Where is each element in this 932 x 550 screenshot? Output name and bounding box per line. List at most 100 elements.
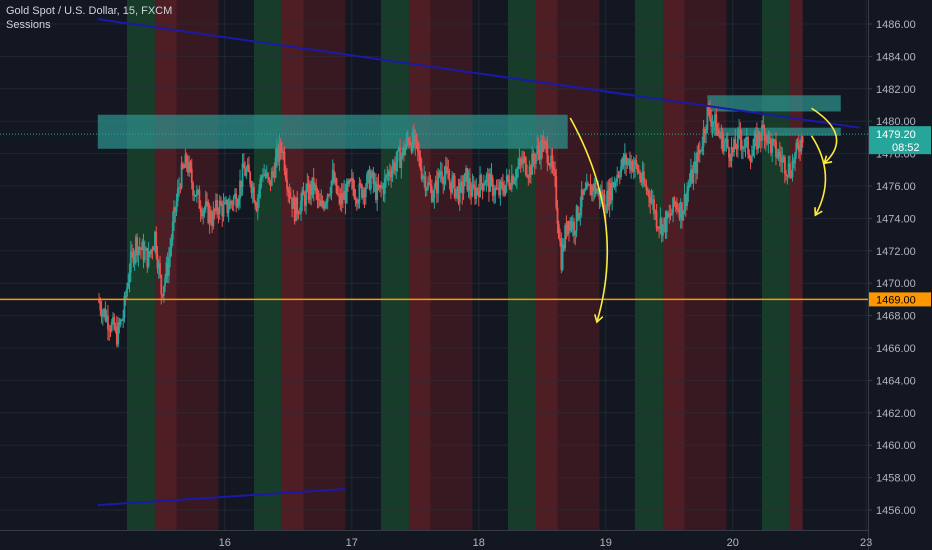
candle-body-283 [457, 186, 460, 203]
candle-body-281 [455, 189, 457, 198]
candle-body-453 [673, 197, 676, 205]
candle-body-547 [792, 160, 795, 164]
candle-body-292 [469, 178, 471, 192]
symbol-title[interactable]: Gold Spot / U.S. Dollar, 15, FXCM [6, 5, 173, 17]
candle-body-458 [679, 202, 682, 219]
candle-body-455 [676, 202, 678, 209]
candle-body-451 [670, 213, 673, 216]
candle-body-369 [566, 220, 569, 235]
candle-body-536 [778, 151, 781, 157]
candle-body-320 [504, 184, 507, 195]
candle-body-114 [242, 163, 245, 169]
resistance-zone-0[interactable] [97, 114, 568, 149]
candle-body-429 [642, 171, 645, 185]
candle-body-353 [546, 144, 549, 163]
candle-body-246 [410, 144, 413, 152]
candle-body-467 [691, 169, 694, 184]
candle-body-224 [382, 186, 385, 195]
candle-body-422 [634, 160, 636, 167]
candle-body-198 [349, 179, 352, 181]
candle-body-371 [569, 221, 572, 231]
candle-body-239 [401, 147, 404, 156]
candle-body-445 [663, 217, 666, 225]
candle-body-349 [541, 140, 544, 152]
session-band-15 [762, 0, 790, 530]
candle-body-510 [745, 137, 748, 140]
candle-body-24 [128, 272, 131, 283]
candle-body-53 [165, 262, 168, 279]
candle-body-530 [771, 140, 774, 153]
indicator-name[interactable]: Sessions [6, 19, 51, 31]
candle-body-164 [306, 183, 309, 190]
candle-body-233 [394, 162, 396, 171]
lower-trendline[interactable] [97, 487, 346, 507]
candle-body-299 [477, 190, 480, 198]
candle-body-117 [246, 164, 249, 171]
candle-body-375 [574, 231, 577, 236]
candle-body-250 [415, 134, 418, 141]
candle-body-508 [743, 146, 746, 148]
candle-body-181 [328, 194, 330, 196]
candle-body-313 [495, 187, 498, 189]
candle-body-123 [254, 201, 257, 206]
countdown-label: 08:52 [892, 142, 920, 154]
candle-body-247 [411, 131, 414, 152]
candle-body-108 [235, 193, 238, 208]
candle-body-8 [108, 329, 111, 331]
session-band-2 [176, 0, 219, 530]
candle-body-542 [786, 175, 789, 177]
candle-body-85 [206, 201, 208, 203]
candle-body-529 [769, 138, 772, 153]
candle-body-113 [241, 163, 244, 188]
candle-body-267 [437, 172, 440, 194]
down-arrow-0[interactable] [569, 117, 609, 323]
candle-body-10 [110, 322, 113, 331]
candle-body-276 [448, 179, 451, 183]
candle-body-388 [590, 185, 593, 196]
candle-body-6 [105, 315, 108, 321]
candle-body-495 [726, 138, 729, 148]
candle-body-38 [146, 248, 149, 267]
price-tick-label: 1462.00 [876, 408, 916, 420]
candle-body-359 [554, 169, 556, 177]
candle-body-520 [758, 131, 761, 140]
candle-body-234 [395, 162, 398, 171]
down-arrow-2[interactable] [810, 135, 827, 216]
candle-body-280 [453, 175, 456, 198]
candle-body-483 [711, 123, 714, 127]
candle-body-41 [150, 249, 153, 255]
candle-body-95 [218, 200, 221, 214]
candle-body-126 [258, 190, 260, 198]
candle-body-374 [573, 221, 575, 236]
candle-body-105 [231, 203, 234, 205]
candle-body-37 [145, 248, 147, 251]
candle-body-435 [650, 200, 653, 203]
candle-body-538 [781, 157, 784, 162]
time-tick-label: 19 [600, 537, 612, 549]
resistance-zone-1[interactable] [707, 95, 841, 112]
candle-body-418 [629, 159, 631, 170]
upper-trendline[interactable] [97, 18, 860, 129]
candle-body-263 [432, 197, 434, 202]
candle-body-406 [613, 182, 616, 188]
candle-body-419 [630, 161, 633, 170]
candle-body-259 [427, 182, 429, 189]
candle-body-84 [204, 201, 207, 209]
candle-body-216 [372, 171, 375, 185]
down-arrow-1[interactable] [811, 107, 838, 164]
candle-body-457 [678, 209, 681, 219]
candle-body-335 [523, 157, 526, 159]
candle-body-386 [588, 184, 591, 186]
candle-body-325 [510, 175, 513, 189]
resistance-zone-2[interactable] [713, 127, 841, 136]
candle-body-294 [471, 184, 474, 197]
candle-body-304 [484, 182, 487, 186]
candle-body-240 [402, 147, 405, 156]
candle-body-400 [606, 190, 608, 213]
candle-body-460 [682, 211, 685, 221]
candle-body-390 [593, 182, 596, 192]
price-tick-label: 1482.00 [876, 84, 916, 96]
candle-body-315 [498, 187, 501, 196]
